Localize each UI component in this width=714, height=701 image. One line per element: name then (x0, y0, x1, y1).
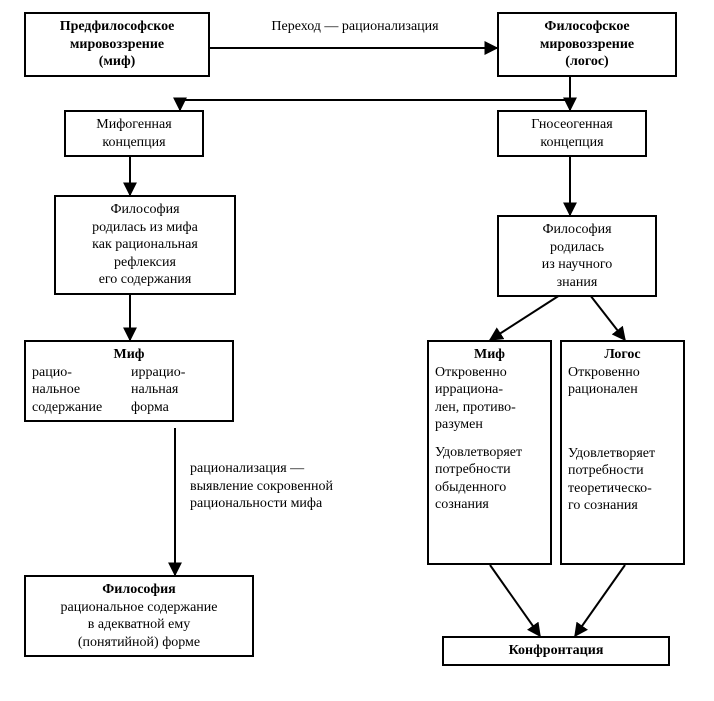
text: Логос (568, 346, 677, 364)
arrow-a_split_left (180, 100, 360, 110)
text: Мифогенная (72, 116, 196, 134)
node-mythogenic: Мифогенная концепция (64, 110, 204, 157)
node-myth-split: Миф рацио- нальное содержание иррацио- н… (24, 340, 234, 422)
text: Откровенно (435, 364, 544, 382)
text: его содержания (62, 271, 228, 289)
text: Миф (32, 346, 226, 364)
node-philosophical: Философское мировоззрение (логос) (497, 12, 677, 77)
arrow-a_rm_down (490, 565, 540, 636)
node-born-from-myth: Философия родилась из мифа как рациональ… (54, 195, 236, 295)
text: мировоззрение (505, 36, 669, 54)
text: разумен (435, 416, 544, 434)
text: сознания (435, 496, 544, 514)
arrow-a_topright_down (180, 72, 570, 110)
text: Гносеогенная (505, 116, 639, 134)
text: го сознания (568, 497, 677, 515)
text: теоретическо- (568, 480, 677, 498)
text: рациональное содержание (32, 599, 246, 617)
text: рационален (568, 381, 677, 399)
label-transition: Переход — рационализация (220, 18, 490, 36)
text: родилась из мифа (62, 219, 228, 237)
node-prephilosophical: Предфилософское мировоззрение (миф) (24, 12, 210, 77)
text: форма (131, 399, 226, 417)
text: нальная (131, 381, 226, 399)
text: (миф) (32, 53, 202, 71)
text: Философия (62, 201, 228, 219)
text: Миф (435, 346, 544, 364)
text: концепция (505, 134, 639, 152)
text: как рациональная (62, 236, 228, 254)
node-gnoseogenic: Гносеогенная концепция (497, 110, 647, 157)
text: знания (505, 274, 649, 292)
arrow-a_split_right (360, 100, 570, 110)
text: Философия (505, 221, 649, 239)
text: рациональности мифа (190, 495, 410, 513)
text: мировоззрение (32, 36, 202, 54)
text: лен, противо- (435, 399, 544, 417)
text: потребности (435, 461, 544, 479)
node-right-logos: Логос Откровенно рационален Удовлетворяе… (560, 340, 685, 565)
text: из научного (505, 256, 649, 274)
arrow-a_br_split_l (490, 295, 560, 340)
label-rationalization: рационализация — выявление сокровенной р… (190, 460, 410, 513)
text: Философия (32, 581, 246, 599)
node-born-from-science: Философия родилась из научного знания (497, 215, 657, 297)
text: Переход — рационализация (271, 19, 438, 34)
text: Удовлетворяет (568, 445, 677, 463)
text: Предфилософское (32, 18, 202, 36)
text: иррацио- (131, 364, 226, 382)
text: выявление сокровенной (190, 478, 410, 496)
node-confrontation: Конфронтация (442, 636, 670, 666)
arrow-a_br_split_r (590, 295, 625, 340)
text: рацио- (32, 364, 127, 382)
text: Философское (505, 18, 669, 36)
text: рефлексия (62, 254, 228, 272)
text: (логос) (505, 53, 669, 71)
text: Откровенно (568, 364, 677, 382)
node-philosophy: Философия рациональное содержание в адек… (24, 575, 254, 657)
text: родилась (505, 239, 649, 257)
text: обыденного (435, 479, 544, 497)
text: (понятийной) форме (32, 634, 246, 652)
text: потребности (568, 462, 677, 480)
text: нальное (32, 381, 127, 399)
text: содержание (32, 399, 127, 417)
text: Конфронтация (450, 642, 662, 660)
text: концепция (72, 134, 196, 152)
arrow-a_rl_down (575, 565, 625, 636)
node-right-myth: Миф Откровенно иррациона- лен, противо- … (427, 340, 552, 565)
text: иррациона- (435, 381, 544, 399)
text: Удовлетворяет (435, 444, 544, 462)
text: рационализация — (190, 460, 410, 478)
text: в адекватной ему (32, 616, 246, 634)
